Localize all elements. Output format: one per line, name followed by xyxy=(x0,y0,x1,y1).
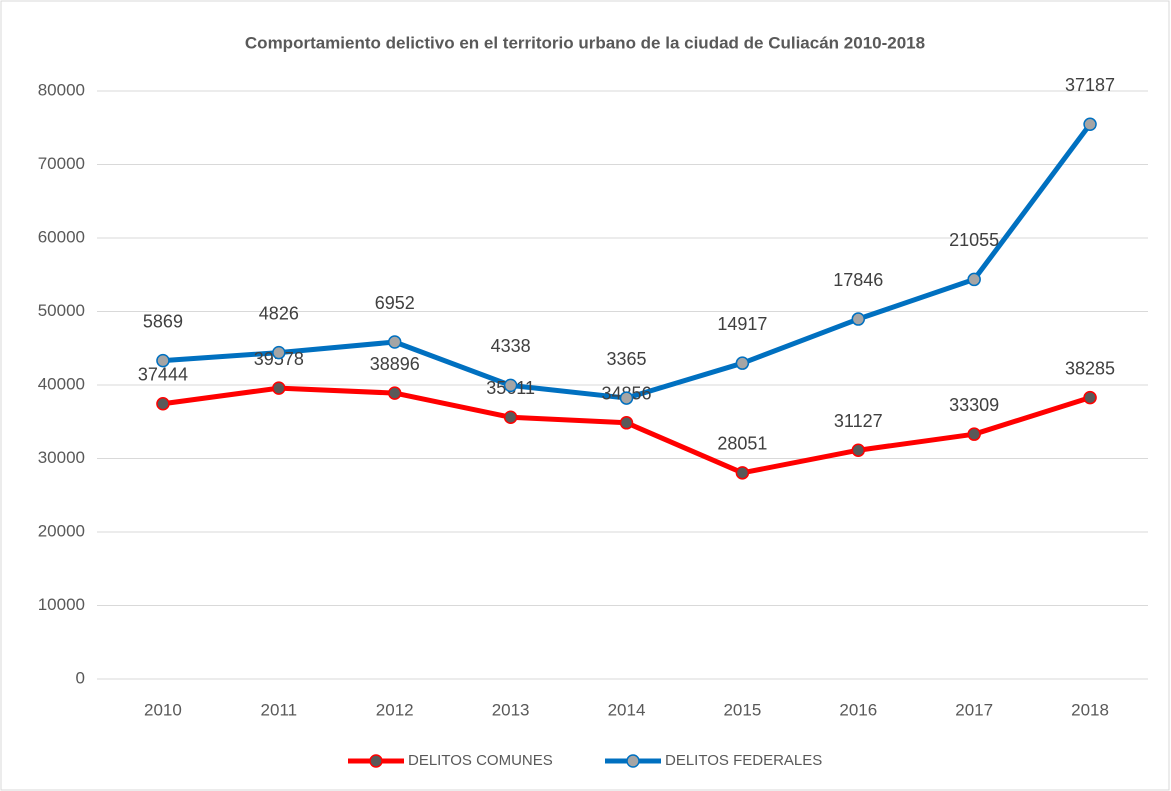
y-tick-label: 40000 xyxy=(38,374,85,393)
data-label: 5869 xyxy=(143,311,183,331)
y-tick-label: 20000 xyxy=(38,521,85,540)
y-tick-label: 10000 xyxy=(38,595,85,614)
marker xyxy=(1083,390,1097,405)
marker xyxy=(387,335,402,349)
legend-marker xyxy=(369,754,383,768)
x-tick-label: 2012 xyxy=(376,700,414,719)
marker xyxy=(1083,117,1097,132)
marker xyxy=(735,356,750,370)
x-tick-label: 2017 xyxy=(955,700,993,719)
data-label: 3365 xyxy=(606,349,646,369)
data-label: 6952 xyxy=(375,293,415,313)
y-tick-label: 80000 xyxy=(38,80,85,99)
data-label: 21055 xyxy=(949,230,999,250)
data-label: 28051 xyxy=(717,434,767,454)
marker xyxy=(619,391,634,405)
legend-label: DELITOS FEDERALES xyxy=(665,752,822,769)
data-label: 17846 xyxy=(833,270,883,290)
marker xyxy=(156,397,170,411)
data-label: 33309 xyxy=(949,395,999,415)
marker xyxy=(503,410,518,425)
y-tick-label: 0 xyxy=(76,668,85,687)
marker xyxy=(156,353,170,368)
marker xyxy=(735,466,750,480)
x-tick-label: 2016 xyxy=(839,700,877,719)
x-tick-label: 2014 xyxy=(608,700,646,719)
marker xyxy=(619,416,634,430)
x-tick-label: 2010 xyxy=(144,700,182,719)
y-tick-label: 50000 xyxy=(38,301,85,320)
data-label: 38896 xyxy=(370,354,420,374)
data-label: 31127 xyxy=(834,411,883,431)
data-label: 4826 xyxy=(259,303,299,323)
marker xyxy=(387,386,402,400)
x-tick-label: 2013 xyxy=(492,700,530,719)
chart-title: Comportamiento delictivo en el territori… xyxy=(245,33,925,52)
y-tick-label: 30000 xyxy=(38,448,85,467)
legend-marker xyxy=(626,754,640,768)
data-label: 38285 xyxy=(1065,358,1115,378)
data-label: 14917 xyxy=(717,314,767,334)
y-tick-label: 70000 xyxy=(38,154,85,173)
marker xyxy=(851,312,866,326)
marker xyxy=(272,381,286,395)
data-label: 4338 xyxy=(491,336,531,356)
data-label: 37444 xyxy=(138,365,188,385)
marker xyxy=(967,272,981,287)
marker xyxy=(272,345,286,360)
legend-label: DELITOS COMUNES xyxy=(408,752,553,769)
marker xyxy=(967,427,981,441)
marker xyxy=(851,443,866,457)
marker xyxy=(503,378,518,393)
x-tick-label: 2018 xyxy=(1071,700,1109,719)
x-tick-label: 2011 xyxy=(261,700,298,719)
x-tick-label: 2015 xyxy=(723,700,761,719)
y-tick-label: 60000 xyxy=(38,227,85,246)
data-label: 37187 xyxy=(1065,75,1115,95)
